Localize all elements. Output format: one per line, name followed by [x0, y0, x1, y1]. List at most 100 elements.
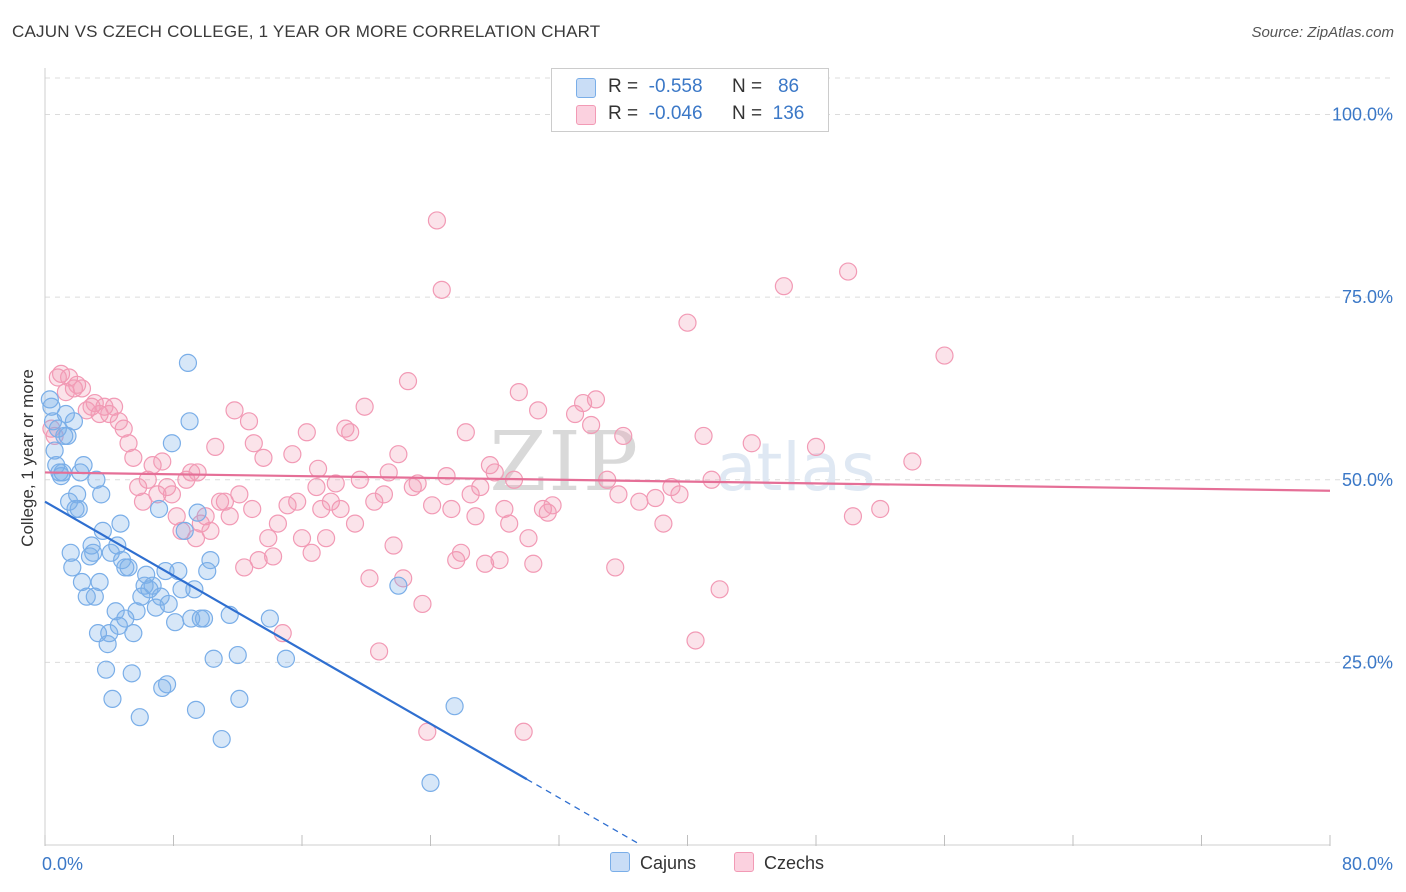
data-point — [186, 700, 206, 719]
data-point — [166, 613, 185, 632]
data-point — [85, 393, 104, 413]
data-point — [137, 565, 156, 584]
data-point — [316, 529, 336, 548]
data-point — [408, 474, 427, 493]
r-label: R = — [608, 76, 639, 97]
n-value: 136 — [772, 103, 805, 124]
data-point — [654, 514, 673, 533]
data-point — [182, 463, 201, 482]
cajuns-swatch — [576, 78, 596, 98]
data-point — [127, 602, 146, 621]
data-point — [260, 609, 279, 628]
source-label: Source: ZipAtlas.com — [1251, 24, 1394, 41]
data-point — [138, 470, 157, 489]
data-point — [254, 448, 273, 467]
legend-item-czechs: Czechs — [734, 852, 824, 874]
data-point — [101, 543, 120, 562]
data-point — [355, 397, 374, 416]
data-point — [175, 521, 194, 540]
data-point — [646, 488, 665, 508]
y-tick-label: 75.0% — [1342, 287, 1393, 307]
data-point — [935, 346, 954, 365]
data-point — [122, 664, 141, 683]
data-point — [529, 401, 548, 420]
data-point — [292, 529, 312, 548]
data-point — [104, 397, 124, 416]
data-point — [903, 452, 922, 471]
data-point — [55, 426, 74, 446]
r-value: -0.046 — [648, 103, 703, 124]
data-point — [437, 467, 456, 486]
data-point — [100, 624, 119, 643]
data-point — [308, 459, 328, 478]
n-value: 86 — [777, 76, 800, 97]
data-point — [509, 383, 528, 402]
data-point — [74, 456, 93, 475]
data-point — [485, 463, 504, 482]
data-point — [215, 492, 234, 511]
data-point — [188, 463, 207, 482]
data-point — [178, 353, 198, 372]
y-tick-label: 25.0% — [1342, 652, 1393, 672]
data-point — [742, 434, 761, 453]
data-point — [153, 452, 172, 471]
stats-row-cajuns: R = -0.558 N = 86 — [552, 74, 828, 100]
data-point — [72, 379, 92, 398]
data-point — [432, 280, 451, 299]
data-point — [678, 313, 697, 332]
data-point — [119, 434, 138, 453]
data-point — [384, 536, 403, 555]
data-point — [64, 412, 84, 431]
data-point — [427, 211, 447, 230]
data-point — [180, 412, 199, 431]
data-point — [204, 649, 223, 668]
legend-label-cajuns: Cajuns — [640, 853, 697, 873]
data-point — [389, 445, 408, 464]
data-point — [167, 507, 186, 526]
data-point — [201, 551, 220, 570]
x-tick-label: 0.0% — [42, 854, 83, 874]
data-point — [72, 572, 92, 592]
data-point — [843, 507, 863, 526]
data-point — [341, 423, 360, 442]
data-point — [694, 426, 713, 446]
data-point — [84, 543, 103, 562]
czechs-legend-swatch — [734, 852, 754, 872]
data-point — [212, 729, 231, 749]
data-point — [670, 485, 689, 504]
data-point — [456, 423, 475, 442]
legend-item-cajuns: Cajuns — [610, 852, 696, 874]
data-point — [466, 507, 485, 526]
data-point — [276, 649, 296, 668]
data-point — [159, 594, 178, 614]
data-point — [235, 558, 254, 577]
data-point — [148, 485, 167, 504]
data-point — [302, 543, 321, 562]
data-point — [606, 558, 625, 577]
data-point — [220, 507, 239, 526]
stats-row-czechs: R = -0.046 N = 136 — [552, 101, 828, 127]
trend-line — [44, 471, 1331, 492]
data-point — [321, 492, 341, 511]
data-point — [243, 499, 262, 519]
data-point — [228, 645, 247, 665]
data-point — [307, 477, 326, 497]
x-tick-label: 80.0% — [1342, 854, 1393, 874]
watermark: ZIP atlas — [489, 415, 875, 510]
data-point — [630, 492, 649, 511]
data-point — [345, 514, 365, 533]
data-point — [839, 262, 858, 281]
data-point — [312, 499, 331, 519]
watermark-atlas: atlas — [716, 429, 876, 506]
data-point — [206, 437, 225, 456]
data-point — [350, 470, 369, 489]
data-point — [461, 485, 480, 504]
data-point — [114, 419, 133, 438]
data-point — [63, 558, 82, 577]
data-point — [87, 470, 106, 489]
data-point — [116, 558, 135, 577]
y-axis-label: College, 1 year or more — [18, 369, 37, 547]
data-point — [702, 470, 721, 489]
data-point — [451, 543, 471, 562]
data-point — [111, 514, 130, 533]
